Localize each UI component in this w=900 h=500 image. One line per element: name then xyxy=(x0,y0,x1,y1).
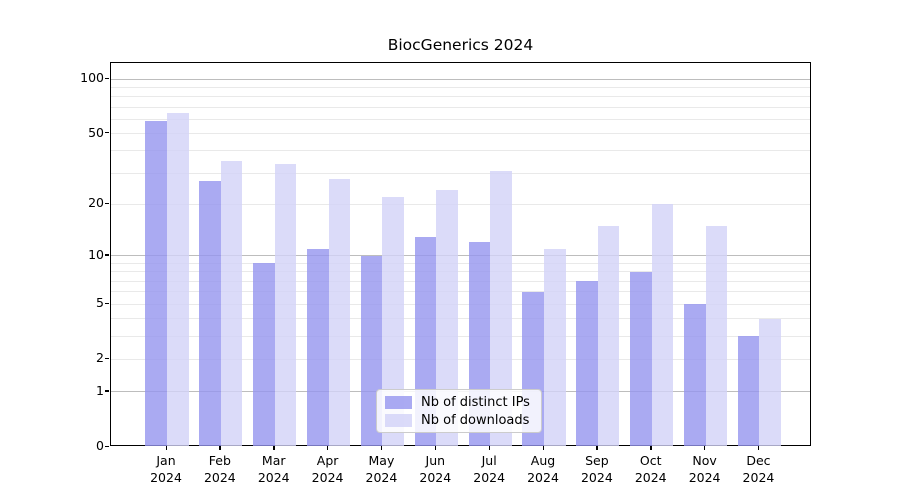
x-tick-mark-apr xyxy=(327,446,329,450)
legend: Nb of distinct IPs Nb of downloads xyxy=(376,389,542,433)
x-tick-label-mar: Mar 2024 xyxy=(257,453,290,485)
legend-item-downloads: Nb of downloads xyxy=(385,413,533,428)
grid-line-3 xyxy=(111,335,810,337)
y-tick-mark-2 xyxy=(105,357,109,360)
legend-item-distinct-ips: Nb of distinct IPs xyxy=(385,395,533,410)
legend-label-downloads: Nb of downloads xyxy=(421,412,530,428)
x-tick-mark-nov xyxy=(704,446,706,450)
bar-downloads-dec xyxy=(759,318,782,446)
x-tick-mark-jun xyxy=(434,446,437,450)
y-tick-mark-5 xyxy=(105,302,109,304)
bar-ips-jan xyxy=(145,120,167,446)
y-tick-label-0: 0 xyxy=(96,438,104,453)
x-tick-label-aug: Aug 2024 xyxy=(527,453,559,485)
x-tick-mark-aug xyxy=(542,446,544,450)
grid-line-4 xyxy=(111,318,810,320)
bar-downloads-oct xyxy=(651,204,674,446)
y-tick-mark-50 xyxy=(105,132,109,134)
x-tick-label-nov: Nov 2024 xyxy=(688,453,721,485)
y-tick-label-2: 2 xyxy=(96,350,104,366)
grid-line-60 xyxy=(111,118,810,120)
x-tick-mark-dec xyxy=(757,446,760,450)
x-tick-mark-mar xyxy=(273,446,275,450)
y-tick-label-5: 5 xyxy=(96,295,104,311)
x-tick-label-oct: Oct 2024 xyxy=(634,453,667,485)
bar-downloads-jul xyxy=(490,170,512,446)
bar-ips-nov xyxy=(684,304,706,446)
bar-downloads-apr xyxy=(328,178,351,446)
grid-line-30 xyxy=(111,172,810,174)
grid-line-6 xyxy=(111,291,810,293)
grid-line-50 xyxy=(111,133,810,134)
y-tick-label-1: 1 xyxy=(96,382,104,398)
grid-line-20 xyxy=(111,203,810,205)
x-tick-mark-feb xyxy=(219,446,221,450)
bar-downloads-nov xyxy=(705,225,728,446)
bar-downloads-jan xyxy=(167,112,189,446)
grid-line-90 xyxy=(111,86,810,88)
bar-downloads-sep xyxy=(597,225,620,446)
bar-ips-apr xyxy=(306,248,329,446)
y-tick-mark-20 xyxy=(105,202,109,205)
grid-line-70 xyxy=(111,106,810,108)
bar-ips-mar xyxy=(253,263,275,446)
grid-line-8 xyxy=(111,271,810,273)
y-tick-label-100: 100 xyxy=(80,70,104,86)
y-tick-label-50: 50 xyxy=(88,124,104,140)
x-tick-label-dec: Dec 2024 xyxy=(742,453,775,485)
grid-line-5 xyxy=(111,303,810,305)
y-tick-label-20: 20 xyxy=(88,195,104,211)
grid-line-40 xyxy=(111,150,810,152)
x-tick-mark-oct xyxy=(650,446,652,450)
x-tick-label-apr: Apr 2024 xyxy=(311,453,344,485)
x-tick-mark-sep xyxy=(596,446,598,450)
x-tick-label-sep: Sep 2024 xyxy=(580,453,613,485)
bar-downloads-jun xyxy=(436,190,458,446)
grid-line-9 xyxy=(111,262,810,264)
grid-line-2 xyxy=(111,358,810,360)
legend-swatch-downloads xyxy=(385,413,412,427)
x-tick-label-may: May 2024 xyxy=(365,453,398,485)
grid-line-7 xyxy=(111,280,810,282)
x-tick-label-feb: Feb 2024 xyxy=(203,453,236,485)
bar-ips-oct xyxy=(630,271,652,446)
x-tick-label-jun: Jun 2024 xyxy=(419,453,452,485)
grid-line-10 xyxy=(111,255,810,257)
bar-downloads-aug xyxy=(544,248,566,446)
x-tick-mark-jul xyxy=(488,446,490,450)
bar-downloads-may xyxy=(382,197,405,446)
bar-ips-dec xyxy=(737,336,760,446)
y-tick-label-10: 10 xyxy=(88,246,104,262)
legend-swatch-distinct-ips xyxy=(385,395,412,409)
bar-ips-sep xyxy=(576,281,598,446)
y-tick-mark-100 xyxy=(105,77,109,79)
y-tick-mark-1 xyxy=(105,390,109,392)
x-tick-mark-may xyxy=(380,446,383,450)
chart-title: BiocGenerics 2024 xyxy=(387,36,534,54)
x-tick-label-jan: Jan 2024 xyxy=(150,453,182,485)
bar-downloads-feb xyxy=(220,161,243,446)
grid-line-100 xyxy=(111,78,810,80)
legend-label-distinct-ips: Nb of distinct IPs xyxy=(421,394,530,410)
bar-downloads-mar xyxy=(274,163,297,446)
y-tick-mark-0 xyxy=(105,445,109,447)
plot-area xyxy=(110,62,811,446)
x-tick-mark-jan xyxy=(165,446,167,450)
grid-line-80 xyxy=(111,96,810,98)
bar-ips-feb xyxy=(199,181,221,446)
x-tick-label-jul: Jul 2024 xyxy=(473,453,506,485)
y-tick-mark-10 xyxy=(105,254,109,256)
